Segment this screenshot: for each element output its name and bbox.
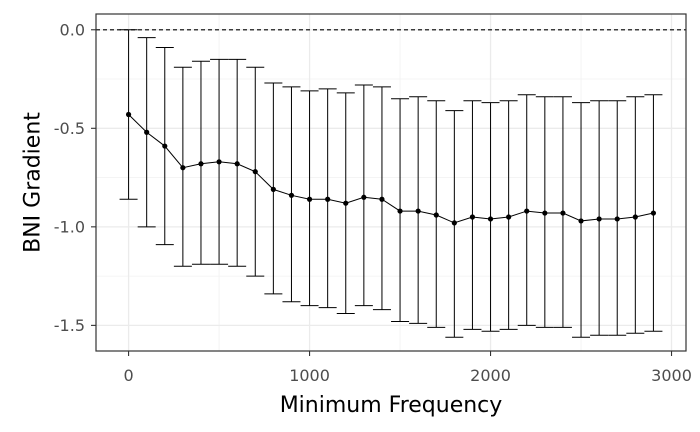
data-point <box>198 161 204 167</box>
data-point <box>125 111 132 118</box>
data-point <box>487 216 494 222</box>
data-point <box>433 212 439 218</box>
data-point <box>288 192 295 198</box>
data-point <box>469 214 476 220</box>
data-point <box>632 214 638 220</box>
data-series <box>125 111 657 226</box>
data-point <box>325 196 331 202</box>
x-tick-label: 0 <box>123 366 133 385</box>
data-point <box>451 220 457 226</box>
data-point <box>596 216 602 222</box>
data-point <box>650 210 657 216</box>
data-point <box>234 161 240 167</box>
axes: 0 1000 2000 3000 0.0 -0.5 -1.0 -1.5 <box>54 20 692 385</box>
x-tick-label: 1000 <box>289 366 330 385</box>
data-point <box>180 165 186 171</box>
data-point <box>144 129 150 135</box>
data-point <box>343 200 349 206</box>
data-point <box>361 194 367 200</box>
data-point <box>252 169 258 175</box>
y-tick-label: -0.5 <box>54 119 85 138</box>
x-axis-title: Minimum Frequency <box>280 393 503 418</box>
y-tick-label: -1.5 <box>54 316 85 335</box>
data-point <box>216 159 222 165</box>
data-point <box>506 214 512 220</box>
data-point <box>614 216 620 222</box>
grid-minor <box>96 14 686 351</box>
data-point <box>397 208 403 214</box>
x-tick-label: 3000 <box>651 366 692 385</box>
y-tick-label: -1.0 <box>54 217 85 236</box>
data-point <box>524 208 530 214</box>
data-point <box>578 218 584 224</box>
panel-border <box>95 13 687 352</box>
series-line <box>128 114 654 224</box>
data-point <box>162 143 168 149</box>
data-point <box>415 208 421 214</box>
data-point <box>270 186 276 192</box>
data-point <box>306 196 313 202</box>
y-tick-label: 0.0 <box>60 20 85 39</box>
y-axis-title: BNI Gradient <box>21 112 46 253</box>
data-point <box>542 210 548 216</box>
x-tick-label: 2000 <box>470 366 511 385</box>
grid-major <box>96 14 686 351</box>
data-point <box>560 210 566 216</box>
data-point <box>379 196 385 202</box>
